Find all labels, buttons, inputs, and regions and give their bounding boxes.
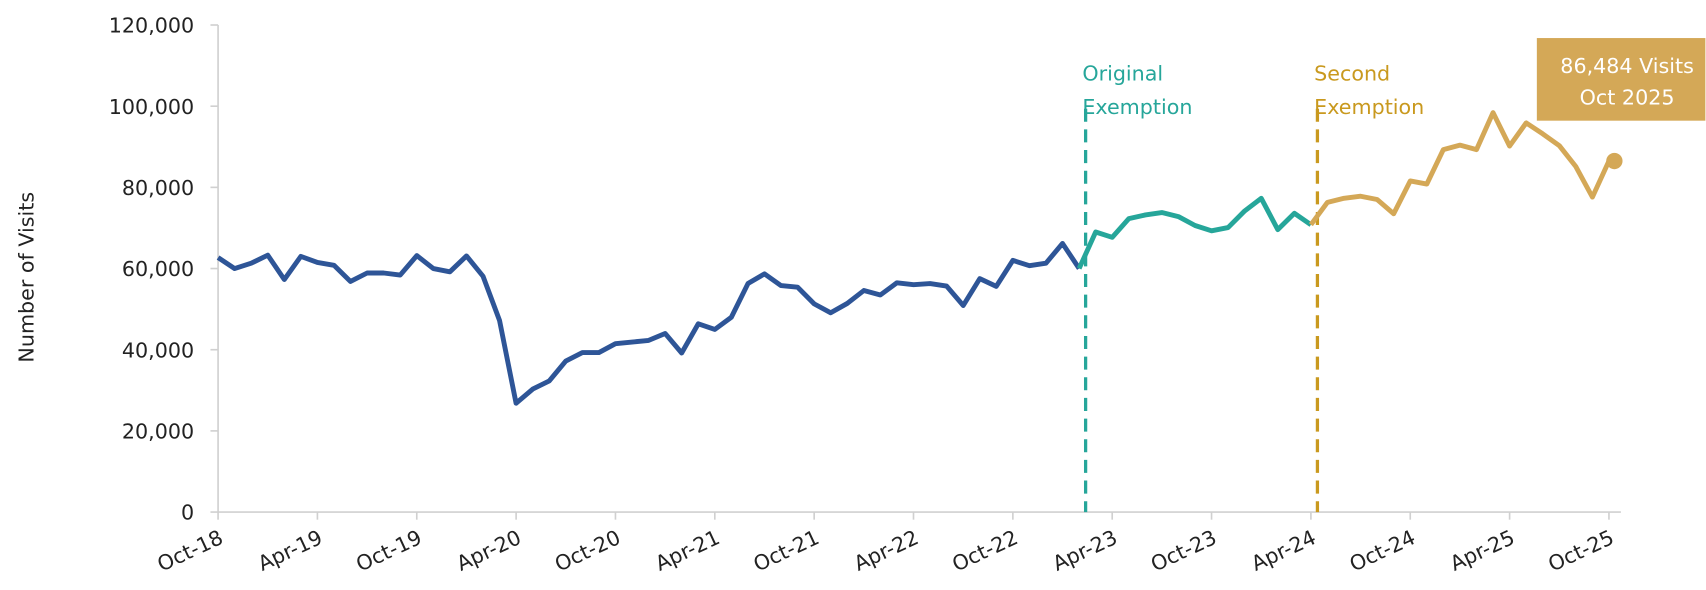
callout-text: Oct 2025 (1580, 85, 1675, 109)
x-tick-label: Apr-23 (1049, 525, 1121, 576)
annotation-label: Second (1314, 61, 1390, 85)
x-tick-label: Oct-24 (1346, 525, 1419, 576)
series-line (1308, 110, 1612, 227)
x-tick-label: Apr-20 (453, 525, 525, 576)
y-tick-label: 60,000 (122, 257, 194, 281)
annotation-label: Exemption (1314, 95, 1424, 119)
y-tick-label: 120,000 (109, 14, 194, 38)
x-tick-label: Oct-19 (352, 525, 425, 576)
end-point (1606, 152, 1623, 170)
x-tick-label: Oct-18 (154, 525, 227, 576)
x-tick-label: Oct-20 (551, 525, 624, 576)
x-tick-label: Oct-22 (948, 525, 1021, 576)
series-line (216, 240, 1082, 406)
x-tick-label: Oct-23 (1147, 525, 1220, 576)
x-tick-label: Apr-22 (850, 525, 922, 576)
annotation-label: Exemption (1082, 95, 1192, 119)
y-tick-label: 0 (181, 501, 194, 525)
x-tick-label: Oct-25 (1545, 525, 1618, 576)
x-tick-label: Apr-25 (1446, 525, 1518, 576)
x-tick-label: Oct-21 (750, 525, 823, 576)
x-tick-label: Apr-19 (254, 525, 326, 576)
y-axis-label: Number of Visits (14, 192, 38, 363)
callout-box (1536, 38, 1706, 121)
y-tick-label: 20,000 (122, 420, 194, 444)
y-tick-label: 40,000 (122, 338, 194, 362)
callout-text: 86,484 Visits (1560, 54, 1694, 78)
x-tick-label: Apr-21 (652, 525, 724, 576)
y-tick-label: 100,000 (109, 95, 194, 119)
series-line (1076, 195, 1313, 270)
annotation-label: Original (1082, 61, 1163, 85)
y-tick-label: 80,000 (122, 176, 194, 200)
x-tick-label: Apr-24 (1248, 525, 1320, 576)
